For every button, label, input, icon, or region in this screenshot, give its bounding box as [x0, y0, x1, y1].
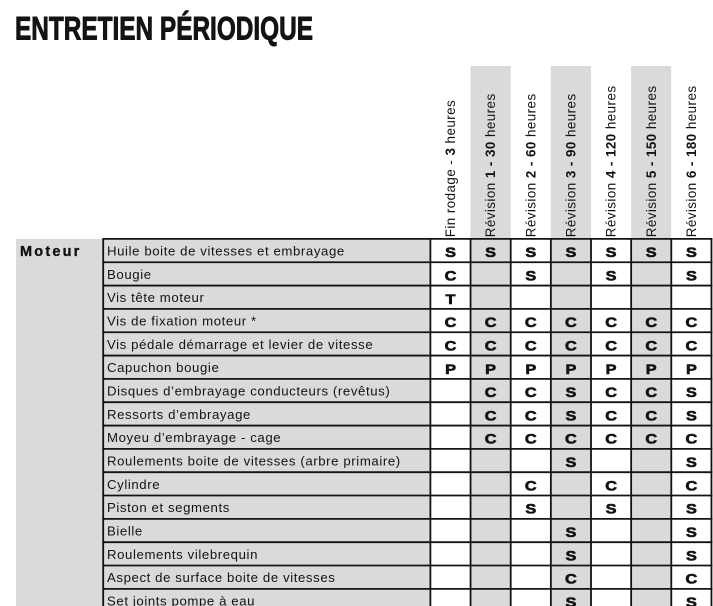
svg-text:Bielle: Bielle [107, 524, 143, 539]
svg-text:S: S [686, 502, 697, 518]
svg-text:Révision 6 - 180 heures: Révision 6 - 180 heures [684, 86, 699, 238]
svg-text:C: C [525, 339, 537, 355]
svg-text:C: C [686, 432, 698, 448]
svg-text:C: C [485, 315, 497, 331]
svg-text:C: C [605, 479, 617, 495]
svg-text:S: S [686, 455, 697, 471]
svg-text:C: C [525, 315, 537, 331]
svg-text:Capuchon bougie: Capuchon bougie [107, 360, 219, 375]
svg-text:C: C [686, 339, 698, 355]
svg-text:Révision 3 - 90 heures: Révision 3 - 90 heures [564, 93, 579, 237]
svg-text:C: C [445, 315, 457, 331]
svg-text:P: P [525, 362, 536, 378]
svg-text:P: P [485, 362, 496, 378]
svg-text:S: S [606, 245, 617, 261]
svg-text:Roulements vilebrequin: Roulements vilebrequin [107, 547, 258, 562]
svg-text:Cylindre: Cylindre [107, 477, 160, 492]
svg-text:P: P [606, 362, 617, 378]
svg-text:Fin rodage - 3 heures: Fin rodage - 3 heures [443, 100, 458, 238]
svg-text:S: S [686, 409, 697, 425]
svg-text:Huile boite de vitesses et emb: Huile boite de vitesses et embrayage [107, 244, 345, 259]
svg-text:C: C [686, 572, 698, 588]
svg-text:Piston et segments: Piston et segments [107, 500, 230, 515]
svg-text:C: C [565, 315, 577, 331]
svg-text:C: C [565, 339, 577, 355]
svg-text:S: S [686, 245, 697, 261]
svg-text:S: S [646, 245, 657, 261]
svg-text:C: C [445, 269, 457, 285]
svg-text:C: C [645, 432, 657, 448]
svg-text:C: C [525, 479, 537, 495]
svg-text:C: C [645, 409, 657, 425]
svg-text:T: T [446, 292, 457, 308]
svg-text:C: C [525, 432, 537, 448]
svg-text:S: S [565, 595, 576, 606]
svg-text:C: C [605, 315, 617, 331]
svg-text:Roulements boite de vitesses (: Roulements boite de vitesses (arbre prim… [107, 454, 401, 469]
svg-text:Vis tête moteur: Vis tête moteur [107, 290, 204, 305]
svg-text:C: C [565, 572, 577, 588]
svg-text:S: S [565, 385, 576, 401]
svg-text:C: C [485, 339, 497, 355]
svg-text:ENTRETIEN PÉRIODIQUE: ENTRETIEN PÉRIODIQUE [15, 10, 313, 46]
svg-text:C: C [445, 339, 457, 355]
svg-text:Révision 1 - 30 heures: Révision 1 - 30 heures [483, 93, 498, 237]
svg-text:Moteur: Moteur [20, 244, 82, 260]
svg-text:S: S [485, 245, 496, 261]
svg-text:Set joints pompe à eau: Set joints pompe à eau [107, 594, 255, 606]
svg-text:Ressorts d’embrayage: Ressorts d’embrayage [107, 407, 251, 422]
svg-text:C: C [485, 432, 497, 448]
svg-text:Disques d’embrayage conducteur: Disques d’embrayage conducteurs (revêtus… [107, 384, 390, 399]
svg-text:Aspect de surface boite de vit: Aspect de surface boite de vitesses [107, 570, 335, 585]
svg-text:P: P [565, 362, 576, 378]
svg-text:S: S [525, 502, 536, 518]
svg-text:S: S [606, 502, 617, 518]
svg-text:C: C [565, 432, 577, 448]
svg-text:C: C [605, 409, 617, 425]
svg-text:S: S [565, 245, 576, 261]
svg-text:C: C [485, 409, 497, 425]
svg-text:C: C [605, 339, 617, 355]
svg-text:P: P [445, 362, 456, 378]
svg-text:Révision 5 - 150 heures: Révision 5 - 150 heures [644, 86, 659, 238]
svg-text:P: P [646, 362, 657, 378]
svg-text:S: S [686, 549, 697, 565]
svg-text:S: S [525, 269, 536, 285]
svg-text:C: C [645, 315, 657, 331]
svg-text:C: C [605, 432, 617, 448]
svg-text:C: C [525, 385, 537, 401]
svg-text:S: S [606, 269, 617, 285]
svg-text:S: S [686, 595, 697, 606]
svg-text:S: S [686, 525, 697, 541]
svg-text:S: S [565, 455, 576, 471]
svg-text:C: C [605, 385, 617, 401]
svg-text:Révision 4 - 120 heures: Révision 4 - 120 heures [604, 86, 619, 238]
svg-text:Vis de fixation moteur *: Vis de fixation moteur * [107, 314, 257, 329]
svg-text:S: S [565, 409, 576, 425]
svg-text:S: S [565, 525, 576, 541]
svg-text:Vis pédale démarrage et levier: Vis pédale démarrage et levier de vitess… [107, 337, 373, 352]
svg-text:S: S [445, 245, 456, 261]
svg-text:C: C [686, 315, 698, 331]
svg-text:C: C [485, 385, 497, 401]
svg-text:S: S [686, 385, 697, 401]
svg-text:Moyeu d’embrayage - cage: Moyeu d’embrayage - cage [107, 430, 281, 445]
svg-text:C: C [525, 409, 537, 425]
svg-text:C: C [686, 479, 698, 495]
svg-text:Bougie: Bougie [107, 267, 152, 282]
svg-text:S: S [565, 549, 576, 565]
svg-text:P: P [686, 362, 697, 378]
svg-text:Révision 2 - 60 heures: Révision 2 - 60 heures [523, 93, 538, 237]
svg-text:C: C [645, 339, 657, 355]
svg-text:S: S [525, 245, 536, 261]
svg-text:S: S [686, 269, 697, 285]
svg-text:C: C [645, 385, 657, 401]
